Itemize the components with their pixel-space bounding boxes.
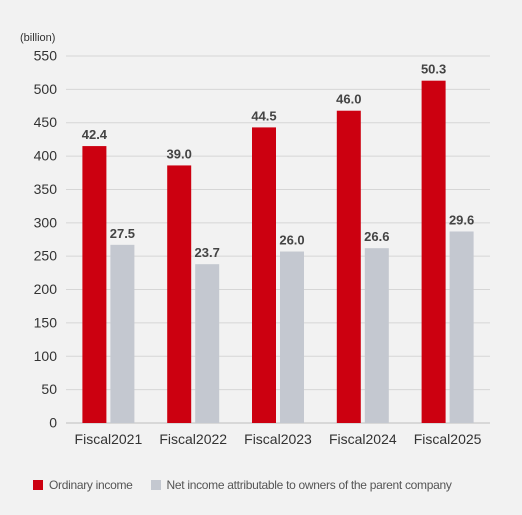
y-tick-label: 50 (41, 381, 57, 397)
bar-net-income (110, 244, 135, 423)
bar-ordinary-income (421, 80, 446, 424)
data-label: 23.7 (195, 245, 220, 260)
bar-net-income (364, 248, 389, 423)
bar-net-income (280, 251, 304, 423)
x-tick-label: Fiscal2025 (414, 431, 482, 447)
legend-label-net-income: Net income attributable to owners of the… (166, 478, 452, 492)
data-label: 46.0 (336, 92, 361, 107)
x-tick-label: Fiscal2023 (244, 431, 312, 447)
data-label: 29.6 (449, 212, 474, 227)
bar-net-income (449, 231, 474, 423)
data-label: 42.4 (82, 127, 108, 142)
y-tick-label: 100 (34, 348, 58, 364)
bar-ordinary-income (252, 127, 276, 423)
y-tick-label: 150 (34, 314, 58, 330)
y-tick-label: 550 (34, 48, 58, 64)
y-tick-label: 250 (34, 248, 58, 264)
legend-item-net-income: Net income attributable to owners of the… (150, 478, 452, 492)
y-tick-label: 350 (34, 181, 58, 197)
data-label: 44.5 (251, 108, 276, 123)
y-tick-label: 300 (34, 214, 58, 230)
legend-swatch-ordinary-income (33, 480, 43, 490)
y-tick-label: 500 (34, 81, 58, 97)
data-label: 27.5 (110, 226, 135, 241)
y-tick-label: 0 (49, 415, 57, 431)
bar-ordinary-income (82, 146, 107, 423)
y-tick-label: 200 (34, 281, 58, 297)
x-tick-label: Fiscal2024 (329, 431, 397, 447)
x-tick-label: Fiscal2021 (75, 431, 143, 447)
data-label: 26.6 (364, 229, 389, 244)
y-tick-label: 400 (34, 148, 58, 164)
data-label: 39.0 (167, 146, 192, 161)
bar-ordinary-income (167, 165, 192, 423)
bar-ordinary-income (336, 110, 361, 423)
y-tick-label: 450 (34, 114, 58, 130)
data-label: 26.0 (279, 233, 304, 248)
legend-swatch-net-income (150, 480, 161, 490)
x-tick-label: Fiscal2022 (159, 431, 227, 447)
y-unit-label: (billion) (20, 32, 55, 44)
legend: Ordinary income Net income attributable … (33, 478, 452, 492)
chart-svg: (billion) 0 50 100 150 200 250 300 350 400 450 500 5… (20, 32, 490, 447)
legend-item-ordinary-income: Ordinary income (33, 478, 133, 492)
bar-net-income (195, 264, 220, 423)
data-label: 50.3 (421, 62, 446, 77)
legend-label-ordinary-income: Ordinary income (49, 478, 133, 492)
